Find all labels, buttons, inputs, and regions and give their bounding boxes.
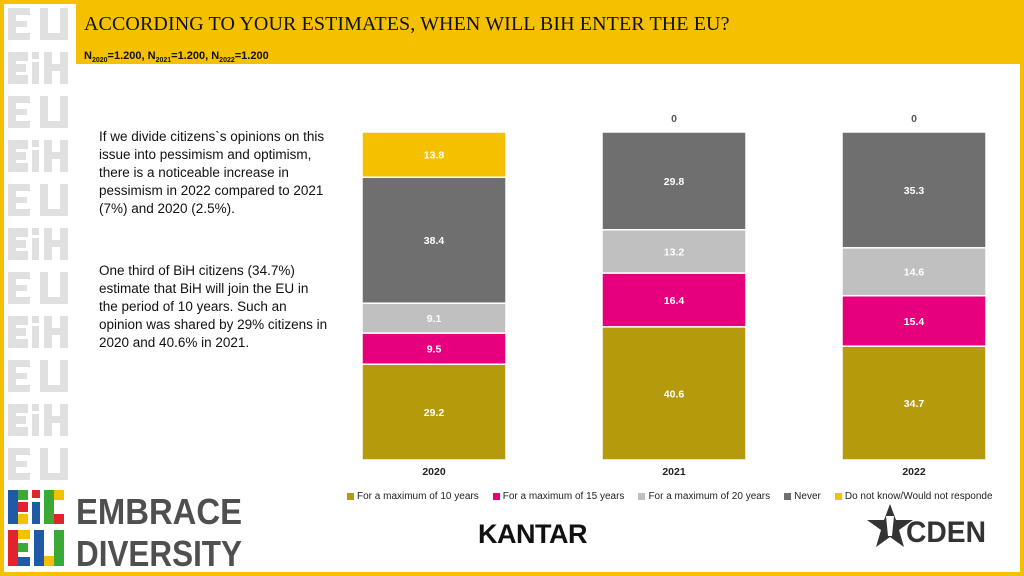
- bar-segment-2021-3: [601, 131, 747, 231]
- commentary-paragraph-1: If we divide citizens`s opinions on this…: [99, 129, 325, 216]
- legend-swatch: [638, 493, 646, 500]
- letter-tile: [8, 140, 68, 172]
- data-label-2020-4: 13.8: [424, 150, 445, 162]
- bar-segment-2020-4: [361, 131, 507, 179]
- sample-2021: N2021=1.200,: [147, 50, 212, 65]
- data-label-2022-2: 14.6: [904, 267, 925, 279]
- bar-segment-2021-0: [601, 326, 747, 461]
- legend-label: Never: [794, 491, 821, 502]
- legend-swatch: [784, 493, 792, 500]
- sample-2020: N2020=1.200,: [84, 50, 148, 65]
- legend-swatch: [347, 493, 354, 500]
- bar-segment-2020-1: [361, 332, 507, 365]
- legend-item-0: For a maximum of 10 years: [347, 491, 479, 502]
- legend-label: For a maximum of 10 years: [357, 491, 479, 502]
- cden-text: CDEN: [906, 516, 986, 549]
- data-label-2022-4: 0: [911, 113, 917, 125]
- bar-segment-2022-0: [841, 345, 987, 461]
- legend-item-1: For a maximum of 15 years: [492, 491, 625, 502]
- legend-item-2: For a maximum of 20 years: [638, 491, 770, 502]
- sample-2022: N2022=1.200: [211, 50, 269, 65]
- letter-tile: [8, 272, 68, 304]
- cden-logo: CDEN: [867, 504, 986, 549]
- legend-swatch: [834, 493, 842, 500]
- sample-size-label: N2020=1.200, N2021=1.200, N2022=1.200: [84, 50, 269, 64]
- data-label-2020-1: 9.5: [427, 344, 442, 356]
- bar-segment-2022-2: [841, 247, 987, 297]
- legend-label: For a maximum of 15 years: [502, 491, 625, 502]
- letter-tile: [8, 96, 68, 128]
- data-label-2020-3: 38.4: [424, 235, 445, 247]
- letter-tile: [8, 8, 68, 40]
- letter-tile: [8, 448, 68, 480]
- chart-legend: For a maximum of 10 years For a maximum o…: [347, 491, 993, 502]
- legend-swatch: [492, 493, 500, 500]
- kantar-logo: KANTAR: [478, 519, 587, 549]
- bar-segment-2022-1: [841, 294, 987, 347]
- data-label-2021-1: 16.4: [664, 295, 685, 307]
- bar-segment-2021-2: [601, 228, 747, 274]
- letter-tile: [8, 52, 68, 84]
- embrace-diversity-logo: EMBRACE DIVERSITY: [8, 490, 242, 572]
- letter-tile: [8, 228, 68, 260]
- letter-tile: [8, 360, 68, 392]
- letter-tile: [8, 316, 68, 348]
- letter-tile: [8, 404, 68, 436]
- data-label-2022-3: 35.3: [904, 185, 925, 197]
- legend-label: Do not know/Would not responde: [844, 491, 993, 502]
- chart-title: ACCORDING TO YOUR ESTIMATES, WHEN WILL B…: [84, 13, 730, 35]
- data-label-2022-1: 15.4: [904, 316, 925, 328]
- data-label-2021-2: 13.2: [664, 246, 685, 258]
- header-band: ACCORDING TO YOUR ESTIMATES, WHEN WILL B…: [76, 4, 1020, 64]
- legend-label: For a maximum of 20 years: [648, 491, 771, 502]
- embrace-text: EMBRACE: [76, 491, 242, 532]
- category-label-2022: 2022: [902, 466, 926, 478]
- data-label-2020-2: 9.1: [427, 313, 442, 325]
- bar-segment-2021-1: [601, 272, 747, 328]
- category-label-2021: 2021: [662, 466, 686, 478]
- diversity-text: DIVERSITY: [76, 533, 242, 572]
- data-label-2021-3: 29.8: [664, 176, 685, 188]
- category-label-2020: 2020: [422, 466, 446, 478]
- data-label-2020-0: 29.2: [424, 407, 445, 419]
- bar-segment-2020-3: [361, 176, 507, 304]
- letter-tile: [8, 184, 68, 216]
- data-label-2022-0: 34.7: [904, 398, 925, 410]
- bar-segment-2022-3: [841, 131, 987, 249]
- data-label-2021-0: 40.6: [664, 388, 685, 400]
- bih-eu-letter-pattern: [8, 8, 68, 480]
- legend-item-3: Never: [784, 491, 821, 502]
- stacked-bar-chart: 29.2 9.5 9.1 38.4 13.8 2020 40.6 16.4 13.2 29.8 0 2…: [361, 113, 987, 478]
- legend-item-4: Do not know/Would not responde: [834, 491, 993, 502]
- data-label-2021-4: 0: [671, 113, 677, 125]
- commentary-paragraph-2: One third of BiH citizens (34.7%) estima…: [99, 263, 328, 350]
